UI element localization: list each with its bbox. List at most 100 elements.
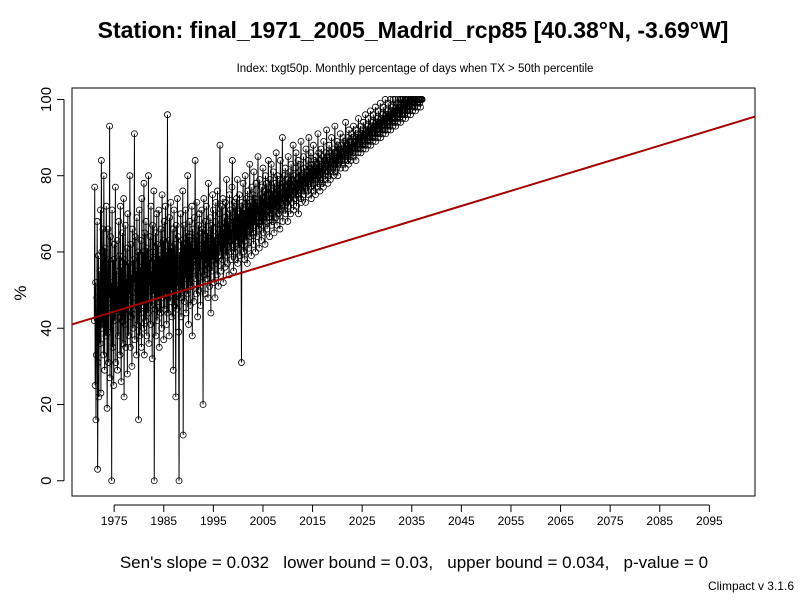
data-point	[377, 115, 385, 122]
data-point	[142, 317, 149, 325]
data-point	[321, 172, 329, 180]
data-point	[317, 176, 325, 183]
data-point	[400, 107, 408, 115]
data-point	[237, 202, 245, 210]
data-point	[123, 244, 131, 252]
data-point	[228, 183, 236, 191]
data-point	[187, 252, 195, 260]
data-point	[291, 195, 299, 202]
data-point	[222, 252, 230, 260]
data-point	[157, 225, 165, 233]
data-point	[233, 237, 241, 244]
data-point	[146, 282, 154, 290]
data-point	[323, 168, 331, 176]
data-point	[260, 214, 268, 222]
data-point	[215, 252, 223, 260]
data-point	[298, 172, 306, 180]
data-point	[112, 183, 119, 191]
data-point	[297, 137, 305, 145]
data-point	[367, 141, 375, 149]
data-point	[339, 134, 347, 141]
data-point	[137, 309, 145, 317]
data-point	[263, 179, 271, 187]
data-point	[286, 168, 294, 176]
data-point	[148, 355, 156, 363]
data-point	[254, 210, 261, 218]
data-point	[395, 111, 403, 119]
data-point	[352, 157, 360, 164]
data-point	[324, 179, 332, 187]
data-point	[233, 176, 241, 183]
x-tick-label: 1995	[200, 514, 227, 528]
data-point	[213, 240, 221, 248]
data-point	[234, 259, 242, 267]
data-point	[192, 233, 200, 241]
data-point	[200, 271, 208, 279]
data-point	[309, 176, 316, 183]
data-point	[198, 206, 206, 214]
data-point	[92, 279, 99, 286]
data-point	[127, 240, 135, 248]
data-point	[329, 164, 337, 172]
data-point	[289, 191, 297, 199]
data-point	[138, 279, 146, 286]
data-point	[140, 324, 147, 332]
data-point	[267, 210, 275, 218]
sens-slope-stats: Sen's slope = 0.032 lower bound = 0.03, …	[120, 553, 708, 572]
data-point	[154, 240, 161, 248]
data-point	[120, 393, 128, 401]
data-point	[156, 271, 164, 279]
x-tick-label: 1985	[150, 514, 177, 528]
data-point	[268, 221, 276, 229]
data-point	[128, 362, 136, 370]
data-point	[185, 233, 193, 241]
data-point	[177, 210, 185, 218]
data-point	[145, 172, 152, 180]
data-point	[370, 122, 378, 130]
data-point	[135, 206, 143, 214]
x-tick-label: 2005	[250, 514, 277, 528]
data-point	[178, 237, 185, 244]
data-point	[356, 141, 364, 149]
data-point	[350, 137, 358, 145]
data-point	[352, 126, 359, 134]
data-point	[168, 244, 176, 252]
data-point	[101, 366, 109, 374]
data-point	[166, 298, 174, 305]
data-point	[229, 214, 237, 222]
data-point	[176, 267, 184, 275]
data-point	[363, 122, 371, 130]
data-point	[389, 96, 397, 103]
data-point	[169, 256, 176, 263]
data-point	[127, 313, 135, 321]
data-point	[255, 225, 262, 233]
series-layer	[90, 96, 426, 485]
data-point	[340, 149, 348, 157]
data-point	[346, 137, 354, 145]
data-point	[130, 256, 137, 263]
data-point	[253, 233, 261, 241]
data-point	[236, 252, 244, 260]
data-point	[192, 275, 199, 283]
data-point	[353, 130, 361, 138]
data-point	[179, 187, 187, 195]
data-point	[188, 332, 196, 340]
x-tick-label: 2035	[398, 514, 425, 528]
data-point	[382, 111, 390, 119]
data-point	[153, 210, 161, 218]
data-point	[183, 229, 190, 237]
data-point	[238, 240, 246, 248]
data-point	[384, 126, 392, 134]
data-point	[220, 225, 228, 233]
trend-line	[71, 115, 756, 326]
data-point	[197, 301, 204, 309]
data-point	[292, 149, 300, 157]
data-point	[169, 366, 177, 374]
data-point	[386, 118, 393, 126]
data-point	[261, 187, 269, 195]
data-point	[220, 244, 228, 252]
data-point	[179, 431, 187, 439]
data-point	[286, 187, 294, 195]
data-point	[328, 134, 335, 141]
data-point	[209, 206, 217, 214]
